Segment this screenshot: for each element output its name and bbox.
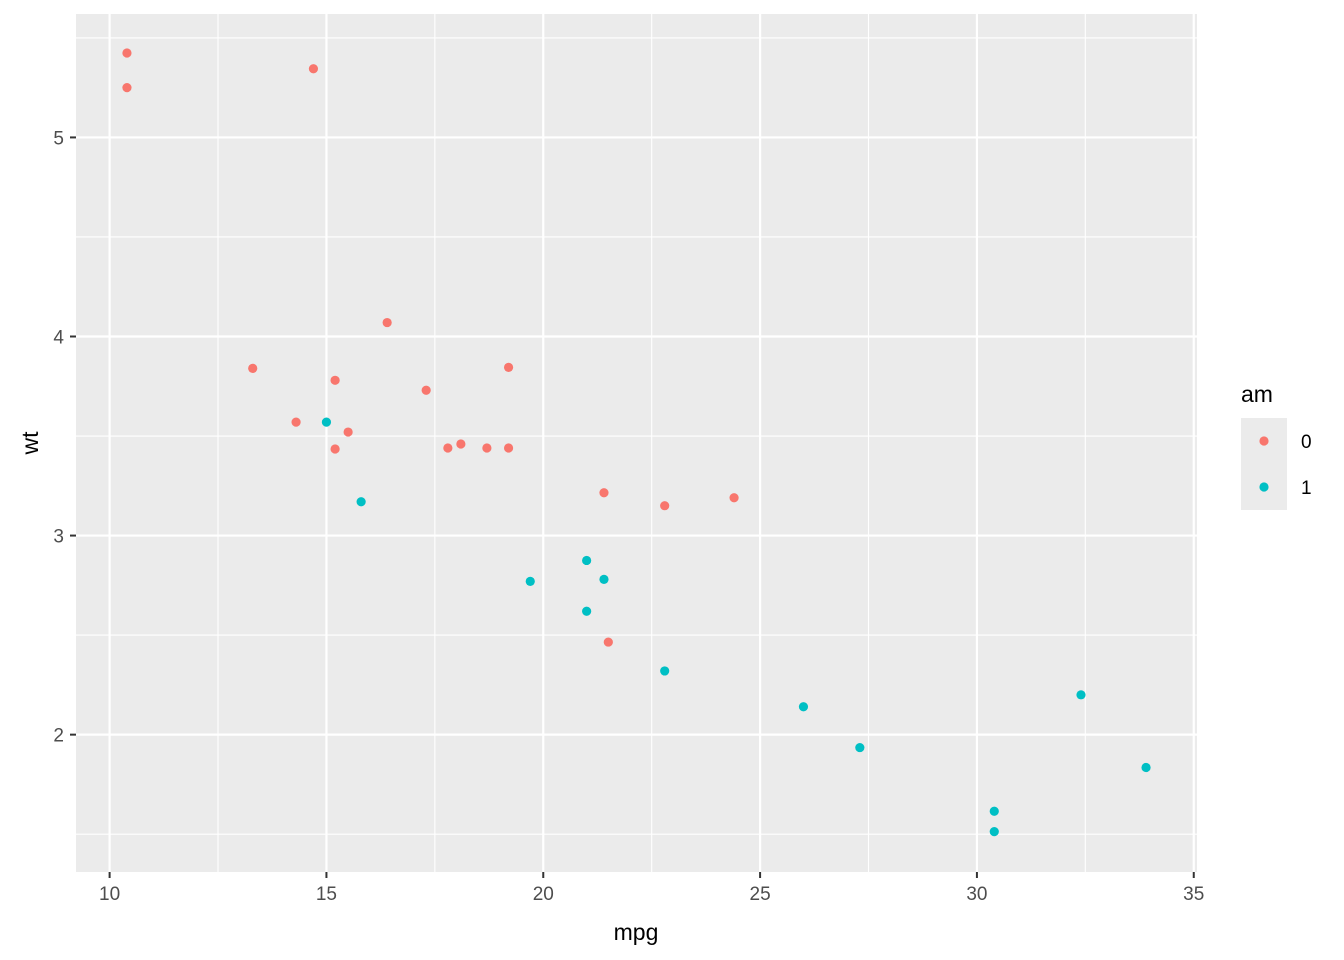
scatter-point-am-0 — [382, 317, 392, 328]
scatter-point-am-0 — [443, 443, 453, 453]
x-tick-label: 15 — [316, 884, 337, 905]
scatter-point-am-0 — [343, 427, 353, 437]
scatter-point-am-0 — [122, 83, 132, 93]
scatter-point-am-0 — [456, 439, 466, 449]
x-tick-label: 30 — [966, 884, 987, 905]
y-axis-title: wt — [17, 431, 43, 456]
scatter-point-am-1 — [582, 606, 592, 616]
scatter-point-am-1 — [855, 742, 865, 753]
scatter-point-am-1 — [798, 702, 809, 712]
scatter-point-am-0 — [503, 362, 514, 372]
grid-lines — [76, 14, 1197, 872]
x-tick-label: 25 — [750, 884, 771, 905]
scatter-point-am-0 — [421, 385, 431, 395]
legend-title: am — [1241, 381, 1273, 407]
scatter-point-am-1 — [525, 576, 535, 586]
scatter-point-am-1 — [599, 574, 609, 584]
scatter-point-am-1 — [1076, 690, 1086, 700]
x-axis-title: mpg — [614, 919, 659, 945]
scatter-point-am-0 — [122, 48, 132, 58]
scatter-point-am-1 — [582, 555, 592, 566]
scatter-point-am-0 — [248, 363, 258, 373]
scatter-point-am-0 — [503, 443, 514, 453]
data-points — [122, 48, 1151, 837]
scatter-point-am-0 — [308, 64, 319, 74]
scatter-point-am-1 — [1141, 762, 1151, 773]
legend-label-0: 0 — [1301, 432, 1312, 453]
plot-panel — [76, 14, 1197, 872]
scatter-point-am-1 — [660, 666, 670, 676]
scatter-point-am-0 — [330, 375, 340, 385]
scatter-point-am-0 — [291, 417, 301, 427]
scatter-point-am-0 — [599, 488, 609, 498]
scatter-point-am-1 — [321, 417, 332, 427]
scatter-point-am-1 — [989, 806, 999, 816]
scatter-point-am-0 — [330, 444, 340, 454]
y-tick-label: 3 — [53, 527, 64, 548]
scatter-point-am-0 — [482, 443, 492, 453]
x-tick-label: 20 — [533, 884, 554, 905]
legend-symbol-1 — [1259, 482, 1269, 492]
legend-label-1: 1 — [1301, 478, 1312, 499]
legend: am 0 1 — [1241, 381, 1312, 510]
legend-symbol-0 — [1259, 436, 1269, 446]
axes: 10 15 20 25 30 35 2 3 4 5 — [53, 128, 1204, 905]
y-tick-label: 4 — [53, 327, 64, 348]
scatter-point-am-0 — [660, 501, 670, 511]
y-tick-label: 2 — [53, 726, 64, 747]
scatter-point-am-1 — [989, 826, 999, 837]
scatter-point-am-1 — [356, 497, 366, 507]
scatter-point-am-0 — [729, 493, 739, 503]
scatter-point-am-0 — [603, 637, 613, 647]
x-tick-label: 10 — [99, 884, 120, 905]
y-tick-label: 5 — [53, 128, 64, 149]
x-tick-label: 35 — [1183, 884, 1204, 905]
